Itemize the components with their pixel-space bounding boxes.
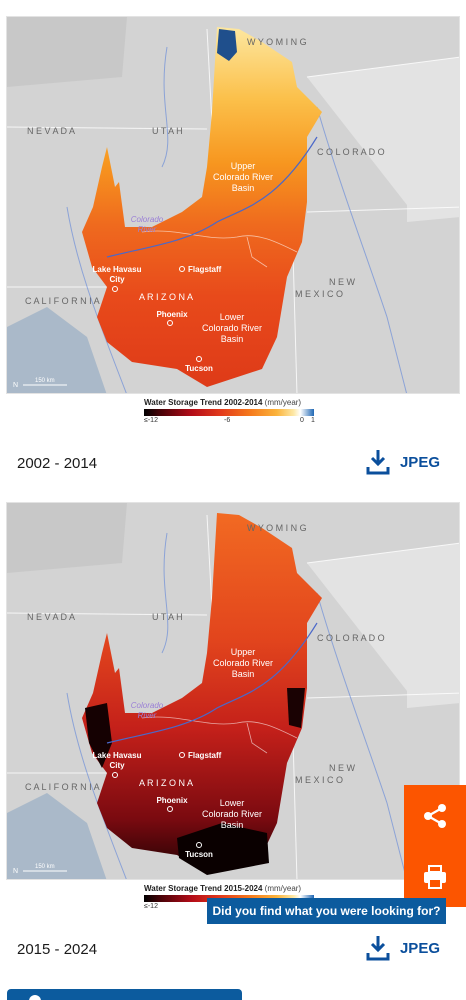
download-jpeg-link[interactable]: JPEG bbox=[366, 448, 440, 476]
label-california: C A L I F O R N I A bbox=[25, 296, 100, 306]
label-arizona: A R I Z O N A bbox=[139, 778, 193, 788]
label-lower-basin-2: Colorado River bbox=[202, 809, 262, 819]
label-river-2: River bbox=[138, 711, 157, 720]
basin-region bbox=[82, 27, 322, 387]
download-label: JPEG bbox=[399, 453, 440, 471]
bottom-tab-dot bbox=[29, 995, 41, 1000]
label-lower-basin-3: Basin bbox=[221, 334, 244, 344]
label-nevada: N E V A D A bbox=[27, 612, 75, 622]
legend-unit: (mm/year) bbox=[264, 398, 302, 407]
label-upper-basin-2: Colorado River bbox=[213, 172, 273, 182]
print-button[interactable] bbox=[404, 846, 466, 907]
feedback-button[interactable]: Did you find what you were looking for? bbox=[207, 898, 446, 924]
label-lower-basin-3: Basin bbox=[221, 820, 244, 830]
basin-region bbox=[82, 513, 322, 873]
map-image-2002-2014: W Y O M I N G N E V A D A U T A H C O L … bbox=[6, 16, 460, 394]
label-utah: U T A H bbox=[152, 126, 183, 136]
legend-title: Water Storage Trend 2015-2024 (mm/year) bbox=[144, 884, 324, 893]
scale-bar-label: 150 km bbox=[35, 378, 55, 384]
legend-tick: -6 bbox=[224, 417, 231, 424]
period-caption: 2015 - 2024 bbox=[17, 941, 98, 958]
label-flagstaff: Flagstaff bbox=[188, 265, 222, 274]
label-upper-basin-1: Upper bbox=[231, 647, 256, 657]
bottom-tab[interactable] bbox=[7, 989, 242, 1000]
label-wyoming: W Y O M I N G bbox=[247, 37, 307, 47]
label-arizona: A R I Z O N A bbox=[139, 292, 193, 302]
label-river-1: Colorado bbox=[131, 215, 164, 224]
label-new: N E W bbox=[329, 277, 356, 287]
period-caption: 2002 - 2014 bbox=[17, 455, 98, 472]
label-california: C A L I F O R N I A bbox=[25, 782, 100, 792]
north-arrow-label: N bbox=[13, 868, 18, 875]
download-icon bbox=[366, 936, 390, 961]
label-upper-basin-3: Basin bbox=[232, 183, 255, 193]
label-colorado: C O L O R A D O bbox=[317, 147, 385, 157]
share-button[interactable] bbox=[404, 785, 466, 846]
legend-tick: ≤-12 bbox=[144, 417, 158, 424]
print-icon bbox=[424, 864, 446, 889]
label-upper-basin-1: Upper bbox=[231, 161, 256, 171]
legend-unit: (mm/year) bbox=[264, 884, 302, 893]
label-lake-havasu-2: City bbox=[109, 761, 125, 770]
caption-row-2015-2024: 2015 - 2024 JPEG bbox=[0, 932, 466, 966]
label-phoenix: Phoenix bbox=[156, 310, 188, 319]
map-image-2015-2024: W Y O M I N G N E V A D A U T A H C O L … bbox=[6, 502, 460, 880]
legend-color-bar bbox=[144, 409, 314, 416]
legend-title-text: Water Storage Trend 2015-2024 bbox=[144, 884, 263, 893]
legend-title: Water Storage Trend 2002-2014 (mm/year) bbox=[144, 398, 324, 407]
label-wyoming: W Y O M I N G bbox=[247, 523, 307, 533]
label-colorado: C O L O R A D O bbox=[317, 633, 385, 643]
legend-tick: 1 bbox=[311, 417, 315, 424]
label-utah: U T A H bbox=[152, 612, 183, 622]
label-upper-basin-2: Colorado River bbox=[213, 658, 273, 668]
label-phoenix: Phoenix bbox=[156, 796, 188, 805]
label-lower-basin-1: Lower bbox=[220, 798, 245, 808]
map-graphic: W Y O M I N G N E V A D A U T A H C O L … bbox=[7, 17, 459, 393]
label-flagstaff: Flagstaff bbox=[188, 751, 222, 760]
share-icon bbox=[424, 803, 446, 828]
north-arrow-label: N bbox=[13, 382, 18, 389]
label-tucson: Tucson bbox=[185, 364, 213, 373]
label-new: N E W bbox=[329, 763, 356, 773]
legend-ticks: ≤-12 -6 0 1 bbox=[144, 416, 324, 426]
label-lower-basin-2: Colorado River bbox=[202, 323, 262, 333]
share-print-panel bbox=[404, 785, 466, 907]
caption-row-2002-2014: 2002 - 2014 JPEG bbox=[0, 446, 466, 480]
legend-tick: ≤-12 bbox=[144, 903, 158, 910]
scale-bar-label: 150 km bbox=[35, 864, 55, 870]
label-lake-havasu-2: City bbox=[109, 275, 125, 284]
legend-ticks: ≤-12 bbox=[144, 902, 324, 912]
legend-tick: 0 bbox=[300, 417, 304, 424]
legend-2002-2014: Water Storage Trend 2002-2014 (mm/year) … bbox=[144, 398, 324, 438]
map-graphic: W Y O M I N G N E V A D A U T A H C O L … bbox=[7, 503, 459, 879]
label-tucson: Tucson bbox=[185, 850, 213, 859]
label-upper-basin-3: Basin bbox=[232, 669, 255, 679]
label-river-1: Colorado bbox=[131, 701, 164, 710]
label-lower-basin-1: Lower bbox=[220, 312, 245, 322]
label-nevada: N E V A D A bbox=[27, 126, 75, 136]
label-river-2: River bbox=[138, 225, 157, 234]
download-jpeg-link[interactable]: JPEG bbox=[366, 934, 440, 962]
legend-title-text: Water Storage Trend 2002-2014 bbox=[144, 398, 263, 407]
download-label: JPEG bbox=[399, 939, 440, 957]
label-lake-havasu-1: Lake Havasu bbox=[93, 265, 142, 274]
download-icon bbox=[366, 450, 390, 475]
label-mexico: M E X I C O bbox=[295, 289, 343, 299]
label-lake-havasu-1: Lake Havasu bbox=[93, 751, 142, 760]
label-mexico: M E X I C O bbox=[295, 775, 343, 785]
